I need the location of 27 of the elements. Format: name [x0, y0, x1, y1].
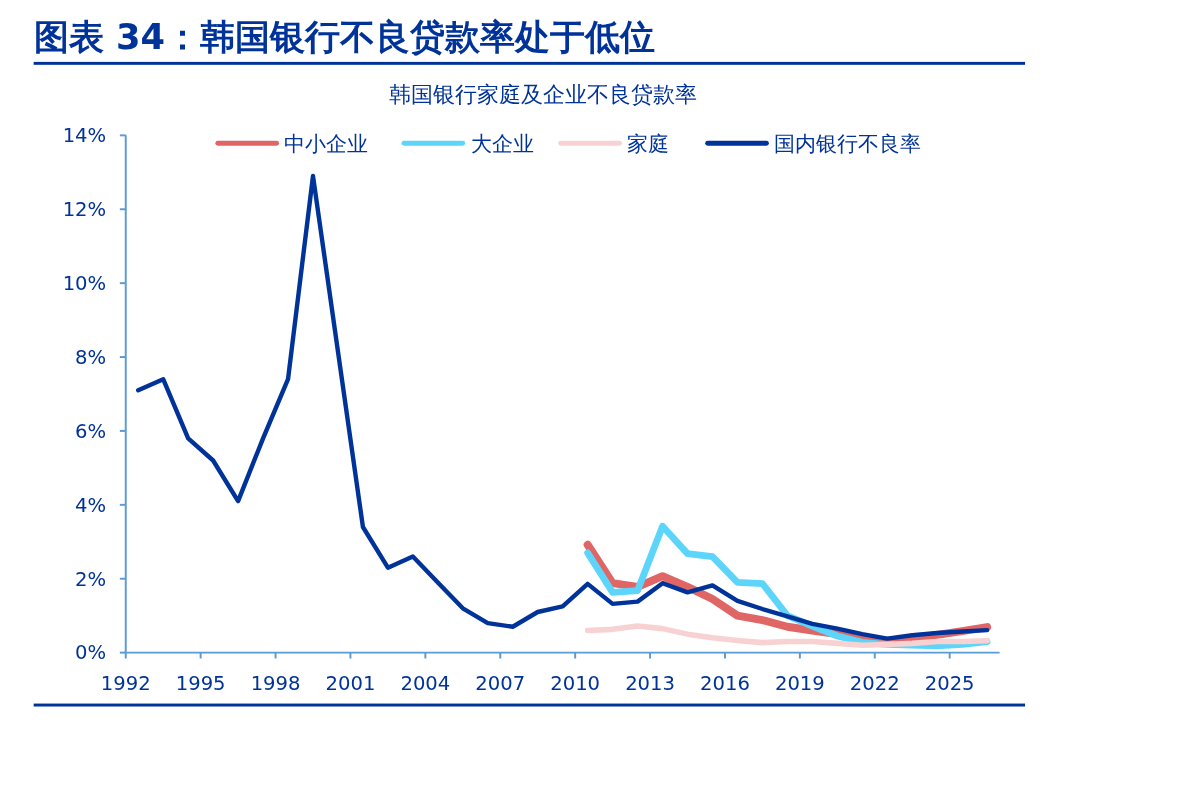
x-tick-label: 2007 — [475, 671, 526, 695]
legend-label: 家庭 — [627, 132, 670, 157]
x-tick-label: 1992 — [100, 671, 151, 695]
x-tick-label: 2001 — [325, 671, 376, 695]
y-tick-label: 12% — [62, 198, 107, 222]
line-series — [136, 173, 990, 641]
x-tick-label: 1998 — [250, 671, 301, 695]
x-tick-label: 2013 — [625, 671, 675, 695]
legend-label: 国内银行不良率 — [774, 132, 922, 157]
y-tick-label: 14% — [62, 124, 107, 148]
y-tick-label: 10% — [62, 272, 107, 295]
y-tick-label: 0% — [75, 641, 107, 665]
x-tick-label: 2004 — [400, 671, 451, 695]
chart-title: 图表 34：韩国银行不良贷款率处于低位 — [33, 16, 655, 58]
y-tick-label: 4% — [75, 493, 107, 517]
y-tick-label: 2% — [75, 567, 107, 591]
x-tick-label: 2010 — [550, 671, 601, 695]
x-tick-label: 2016 — [700, 671, 750, 695]
x-tick-label: 2019 — [774, 671, 825, 695]
legend-label: 大企业 — [470, 132, 534, 157]
x-tick-label: 1995 — [175, 671, 226, 695]
x-tick-label: 2025 — [924, 671, 975, 695]
y-tick-label: 6% — [75, 419, 107, 443]
y-tick-label: 8% — [75, 345, 107, 369]
chart-subtitle: 韩国银行家庭及企业不良贷款率 — [389, 82, 698, 108]
x-tick-label: 2022 — [849, 671, 900, 695]
legend-label: 中小企业 — [284, 132, 369, 157]
